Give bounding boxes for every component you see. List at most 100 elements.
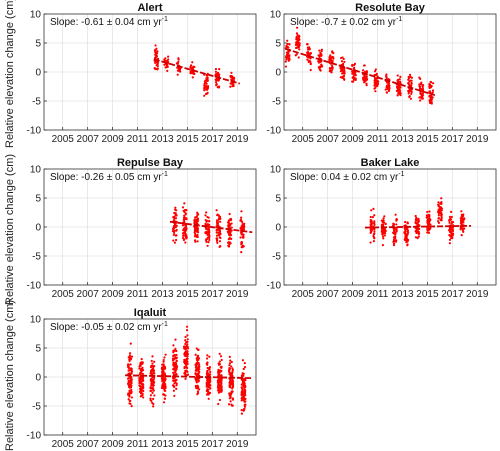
data-point (182, 234, 185, 237)
data-point (183, 220, 186, 223)
data-point (240, 243, 243, 246)
data-point (285, 44, 288, 48)
data-point (374, 83, 377, 86)
data-point (173, 368, 176, 371)
data-point (205, 211, 208, 214)
data-point (141, 386, 145, 390)
data-point (138, 390, 142, 393)
data-point (173, 241, 176, 244)
data-point (197, 367, 200, 370)
data-point (175, 382, 178, 385)
data-point (174, 370, 177, 373)
trend-line (153, 58, 241, 85)
data-point (405, 228, 408, 231)
chart-panel-2: 10 5 0 -5 -10 2005 2007 2009 2011 2013 2015 2017 201… (267, 2, 497, 145)
ylabel-panel-5: Relative elevation change (cm) (4, 299, 16, 451)
data-point (172, 385, 176, 388)
data-point (128, 359, 131, 363)
data-point (241, 394, 244, 397)
data-point (130, 370, 134, 373)
x-tick-label: 2013 (391, 134, 414, 145)
data-point (440, 217, 443, 220)
scatter-points (369, 197, 466, 247)
data-point (462, 230, 465, 233)
data-point (437, 201, 440, 204)
data-point (229, 400, 232, 403)
data-point (196, 231, 200, 234)
data-point (421, 83, 425, 87)
data-point (218, 373, 221, 376)
data-point (174, 338, 177, 341)
data-point (440, 201, 443, 204)
data-point (172, 344, 175, 347)
data-point (410, 90, 413, 94)
data-point (220, 385, 223, 389)
data-point (215, 229, 218, 232)
data-point (229, 242, 232, 245)
data-point (410, 81, 413, 85)
data-point (186, 373, 190, 376)
data-point (219, 236, 222, 240)
data-point (229, 395, 232, 398)
data-point (209, 384, 212, 387)
data-point (219, 233, 222, 236)
data-point (339, 56, 343, 60)
data-point (407, 81, 410, 84)
data-point (129, 357, 132, 360)
data-point (193, 72, 196, 75)
data-point (194, 384, 197, 388)
data-point (173, 394, 176, 397)
data-point (388, 87, 391, 90)
data-point (206, 79, 209, 82)
data-point (460, 213, 463, 216)
data-point (373, 79, 376, 82)
data-point (395, 227, 398, 230)
data-point (184, 369, 187, 372)
data-point (440, 202, 443, 205)
data-point (309, 68, 312, 72)
data-point (318, 59, 321, 63)
y-tick-label: 5 (35, 39, 41, 50)
data-point (242, 408, 245, 411)
data-point (342, 57, 345, 61)
data-point (175, 366, 178, 369)
data-point (414, 214, 417, 218)
data-point (383, 215, 386, 218)
y-tick-label: 10 (270, 10, 282, 21)
data-point (161, 380, 164, 383)
data-point (404, 224, 407, 227)
x-tick-label: 2017 (441, 134, 464, 145)
data-point (369, 220, 372, 223)
data-point (218, 398, 222, 402)
data-point (174, 379, 177, 383)
data-point (205, 84, 208, 88)
data-point (204, 214, 207, 217)
data-point (226, 221, 230, 224)
y-tick-label: 5 (35, 194, 41, 205)
x-tick-label: 2011 (367, 289, 389, 300)
data-point (243, 384, 247, 387)
data-point (414, 221, 417, 225)
slope-annotation: Slope: -0.7 ± 0.02 cm yr-1 (290, 16, 402, 28)
data-point (406, 233, 409, 236)
data-point (207, 241, 210, 244)
x-tick-label: 2007 (317, 134, 340, 145)
data-point (206, 215, 209, 219)
x-tick-label: 2015 (176, 439, 199, 450)
data-point (406, 244, 409, 247)
data-point (241, 246, 244, 249)
trend-line (169, 220, 253, 234)
data-point (154, 67, 157, 71)
x-tick-label: 2011 (127, 134, 149, 145)
data-point (173, 376, 176, 379)
data-point (364, 75, 367, 78)
data-point (404, 228, 407, 231)
data-point (228, 392, 231, 395)
slope-annotation: Slope: 0.04 ± 0.02 cm yr-1 (290, 171, 405, 183)
data-point (206, 372, 209, 375)
data-point (173, 212, 176, 215)
data-point (163, 63, 166, 66)
data-point (186, 366, 189, 370)
data-point (451, 228, 454, 232)
x-tick-label: 2017 (201, 289, 224, 300)
